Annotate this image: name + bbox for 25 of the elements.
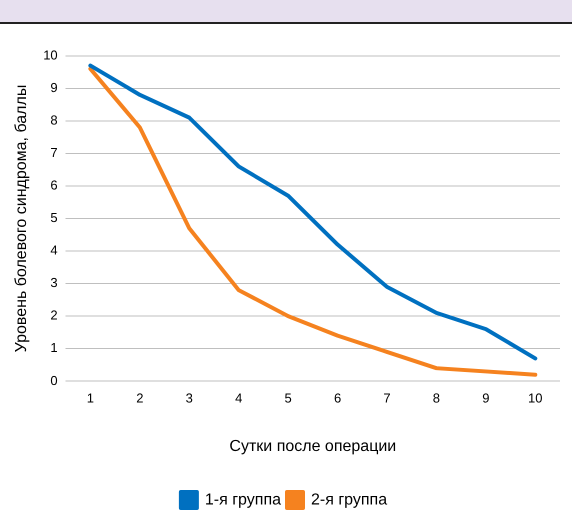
y-tick-label: 10 (43, 47, 58, 62)
legend-label: 1-я группа (204, 491, 282, 508)
x-tick-label: 9 (482, 390, 490, 406)
x-tick-label: 10 (528, 390, 543, 406)
y-tick-label: 7 (50, 145, 58, 160)
x-tick-label: 3 (186, 390, 193, 406)
x-axis-title: Сутки после операции (229, 438, 396, 455)
y-tick-label: 3 (50, 275, 58, 290)
x-tick-label: 6 (334, 390, 342, 406)
legend-label: 2-я группа (311, 491, 388, 508)
y-tick-label: 8 (50, 112, 58, 128)
y-tick-label: 9 (50, 80, 58, 95)
y-tick-label: 5 (50, 210, 58, 226)
x-tick-label: 2 (136, 390, 144, 406)
y-axis-title: Уровень болевого синдрома, баллы (13, 84, 30, 352)
x-tick-label: 5 (284, 390, 292, 406)
y-tick-label: 4 (50, 242, 58, 258)
y-tick-label: 0 (50, 372, 58, 388)
x-tick-label: 4 (235, 390, 242, 406)
y-tick-label: 6 (50, 178, 58, 193)
y-tick-label: 1 (50, 340, 58, 356)
y-tick-label: 2 (50, 308, 58, 323)
x-tick-label: 8 (432, 390, 440, 406)
x-tick-label: 7 (383, 390, 391, 406)
x-tick-label: 1 (86, 390, 94, 406)
